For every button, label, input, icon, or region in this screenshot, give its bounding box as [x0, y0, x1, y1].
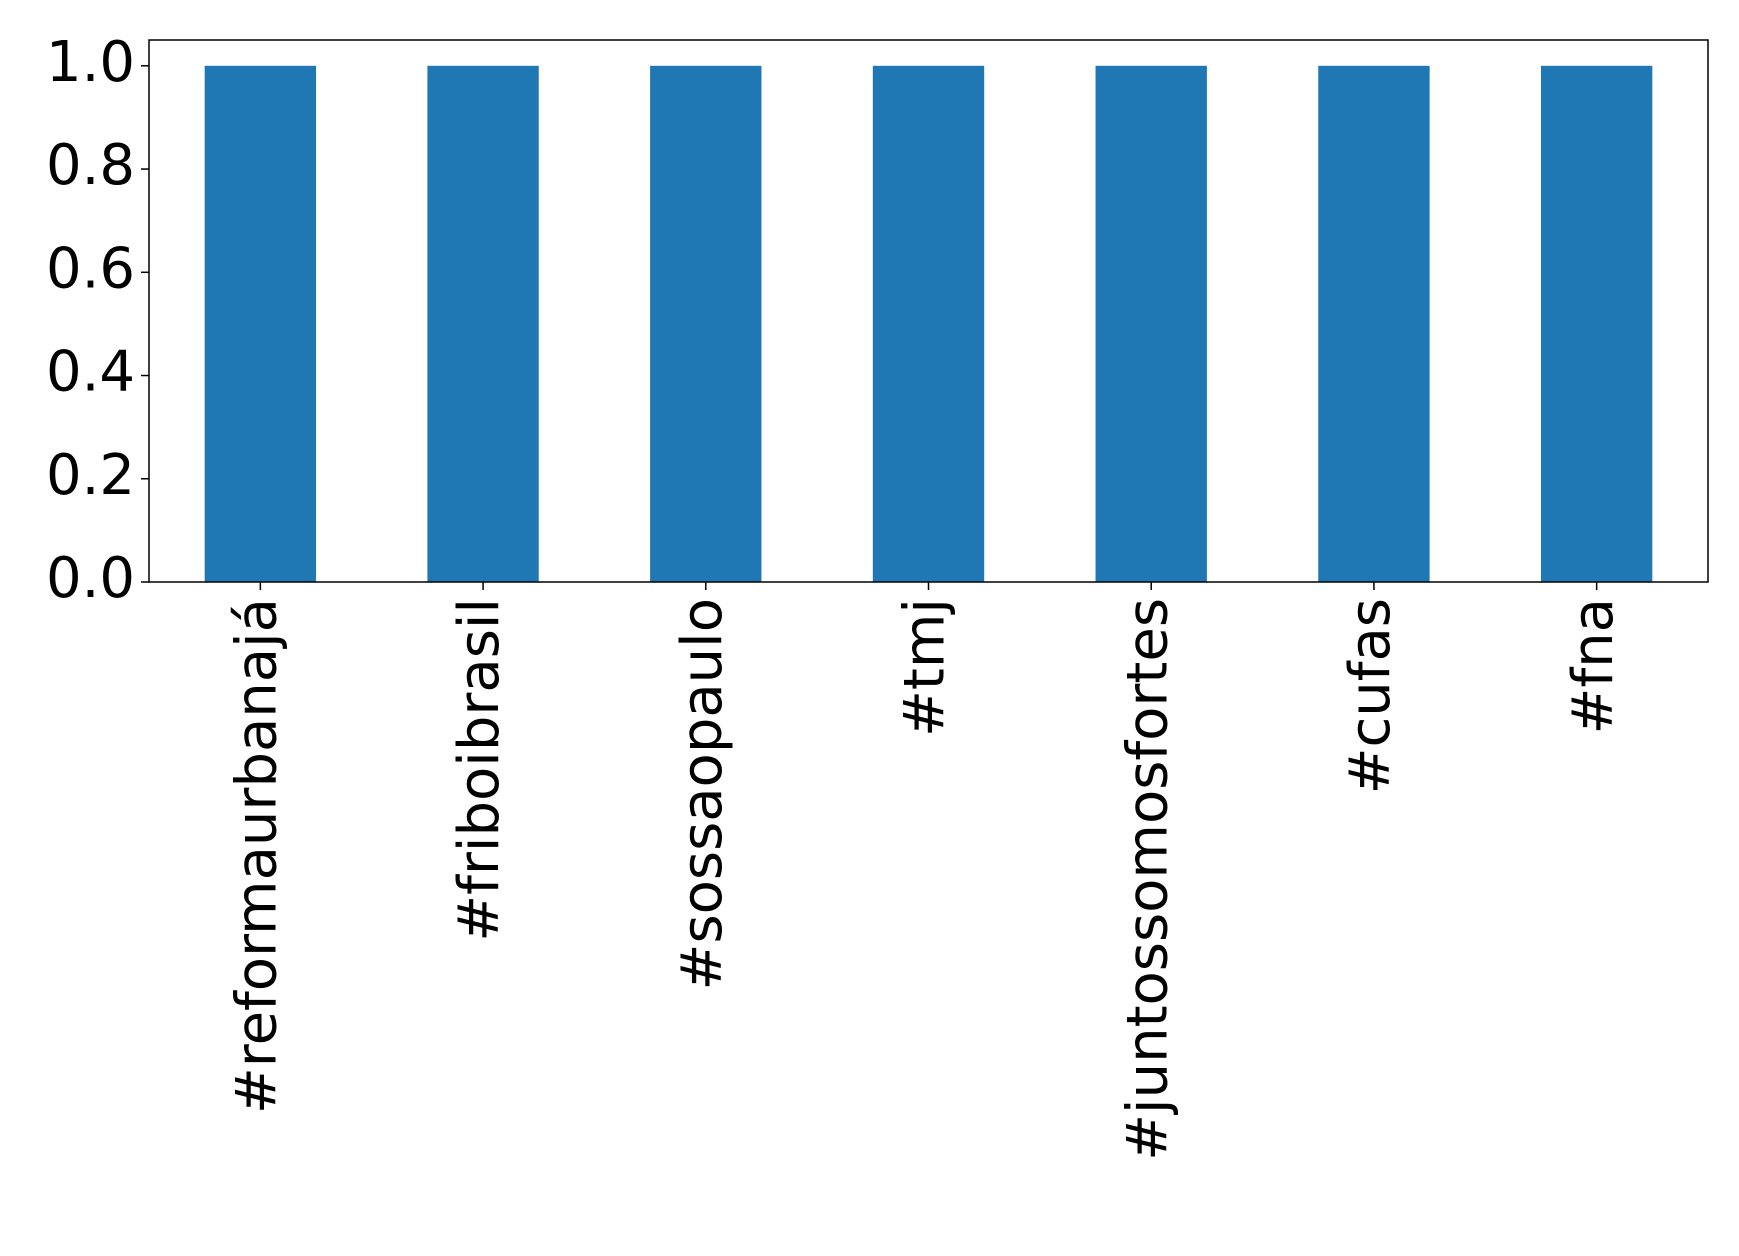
y-tick-label: 0.8	[46, 133, 135, 198]
x-tick-label: #juntossomosfortes	[1115, 598, 1180, 1161]
x-tick-label: #cufas	[1338, 598, 1403, 794]
bar	[1095, 65, 1207, 583]
y-tick-label: 0.6	[46, 236, 135, 301]
x-tick-label: #fna	[1561, 598, 1626, 734]
y-tick-label: 1.0	[46, 30, 135, 95]
x-tick-label: #tmj	[893, 598, 958, 737]
x-tick-label: #sossaopaulo	[670, 598, 735, 990]
bar	[1540, 65, 1653, 583]
bar	[427, 65, 539, 583]
plot-frame	[148, 39, 1709, 583]
bar	[204, 65, 317, 583]
x-tick-label: #reformaurbanajá	[224, 598, 289, 1114]
y-tick-label: 0.2	[46, 443, 135, 508]
y-tick-label: 0.0	[46, 546, 135, 611]
x-tick-label: #friboibrasil	[447, 598, 512, 942]
bar	[872, 65, 985, 583]
y-tick-label: 0.4	[46, 340, 135, 405]
bar	[650, 65, 762, 583]
bar	[1318, 65, 1430, 583]
